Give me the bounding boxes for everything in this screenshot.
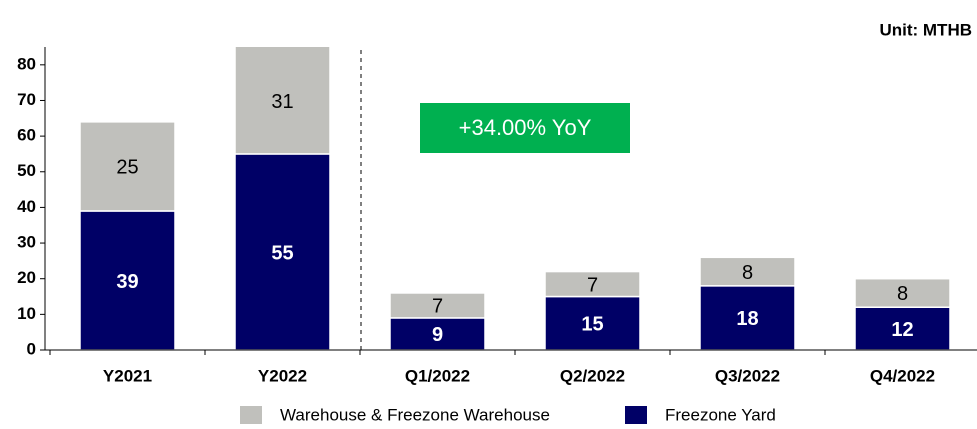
- x-tick-label: Y2021: [103, 366, 152, 385]
- y-tick-label: 0: [27, 339, 36, 358]
- y-tick-label: 70: [17, 90, 36, 109]
- bar-segment: [699, 256, 796, 287]
- y-tick-label: 60: [17, 126, 36, 145]
- legend-swatch: [240, 406, 262, 424]
- data-label: 25: [116, 157, 138, 179]
- x-tick-label: Q4/2022: [870, 366, 935, 385]
- legend-label: Freezone Yard: [665, 405, 776, 424]
- data-label: 8: [897, 283, 908, 305]
- bar-segment: [79, 210, 176, 351]
- data-label: 55: [271, 242, 293, 264]
- x-tick-label: Q1/2022: [405, 366, 470, 385]
- y-tick-label: 10: [17, 304, 36, 323]
- data-label: 39: [116, 271, 138, 293]
- data-label: 9: [432, 324, 443, 346]
- data-label: 7: [587, 274, 598, 296]
- bar-segment: [389, 292, 486, 319]
- data-label: 12: [891, 319, 913, 341]
- annotation-box: [420, 103, 630, 153]
- bar-segment: [79, 121, 176, 212]
- legend-label: Warehouse & Freezone Warehouse: [280, 405, 550, 424]
- legend-swatch: [625, 406, 647, 424]
- y-tick-label: 30: [17, 233, 36, 252]
- data-label: 18: [736, 308, 758, 330]
- y-tick-label: 80: [17, 54, 36, 73]
- data-label: 15: [581, 314, 603, 336]
- x-tick-label: Q2/2022: [560, 366, 625, 385]
- y-tick-label: 40: [17, 197, 36, 216]
- bar-segment: [234, 153, 331, 351]
- y-tick-label: 50: [17, 161, 36, 180]
- unit-label: Unit: MTHB: [879, 20, 972, 39]
- data-label: 7: [432, 296, 443, 318]
- data-label: 8: [742, 262, 753, 284]
- bar-segment: [699, 285, 796, 351]
- y-tick-label: 20: [17, 268, 36, 287]
- bar-segment: [854, 277, 951, 308]
- x-tick-label: Y2022: [258, 366, 307, 385]
- bar-segment: [544, 270, 641, 298]
- bar-segment: [234, 47, 331, 155]
- data-label: 31: [271, 91, 293, 113]
- annotation: +34.00% YoY: [459, 115, 592, 140]
- plot-area: [79, 47, 951, 351]
- x-tick-label: Q3/2022: [715, 366, 780, 385]
